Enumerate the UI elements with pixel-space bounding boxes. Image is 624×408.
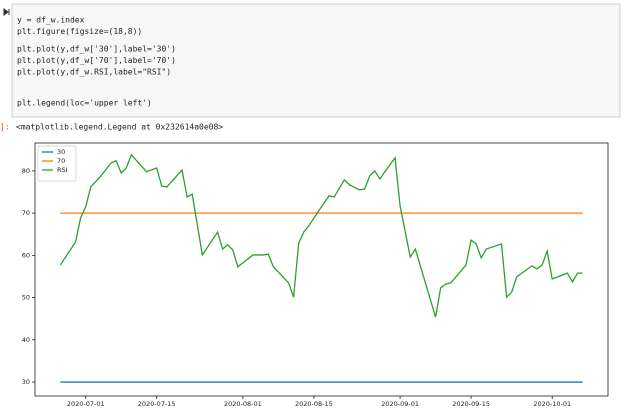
code-line: plt.plot(y,df_w['30'],label='30') [17, 45, 176, 54]
code-line: plt.legend(loc='upper left') [17, 99, 152, 108]
y-tick-label: 50 [22, 294, 30, 302]
legend-label: RSI [57, 166, 68, 174]
output-text: <matplotlib.legend.Legend at 0x232614a0e… [16, 123, 223, 132]
plot-frame [34, 142, 609, 397]
y-tick-label: 60 [22, 251, 30, 259]
y-tick-label: 70 [22, 209, 30, 217]
code-line: plt.plot(y,df_w.RSI,label="RSI") [17, 68, 171, 77]
legend-label: 70 [57, 157, 65, 165]
code-line: plt.figure(figsize=(18,8)) [17, 27, 142, 36]
series-line [59, 153, 583, 318]
x-tick-label: 2020-08-01 [224, 400, 262, 408]
run-button[interactable] [3, 8, 10, 16]
code-cell[interactable] [11, 3, 621, 118]
y-tick-label: 40 [22, 336, 30, 344]
output-prompt: ]: [0, 123, 10, 132]
x-tick-label: 2020-07-15 [138, 400, 176, 408]
x-tick-label: 2020-08-15 [295, 400, 333, 408]
code-line: y = df_w.index [17, 16, 85, 25]
y-tick-label: 80 [22, 167, 30, 175]
code-line: plt.plot(y,df_w['70'],label='70') [17, 56, 176, 65]
y-tick-label: 30 [22, 378, 30, 386]
x-tick-label: 2020-09-15 [452, 400, 490, 408]
x-tick-label: 2020-10-01 [533, 400, 571, 408]
x-tick-label: 2020-09-01 [381, 400, 419, 408]
legend-box [37, 145, 77, 182]
x-tick-label: 2020-07-01 [67, 400, 105, 408]
legend-label: 30 [57, 148, 65, 156]
